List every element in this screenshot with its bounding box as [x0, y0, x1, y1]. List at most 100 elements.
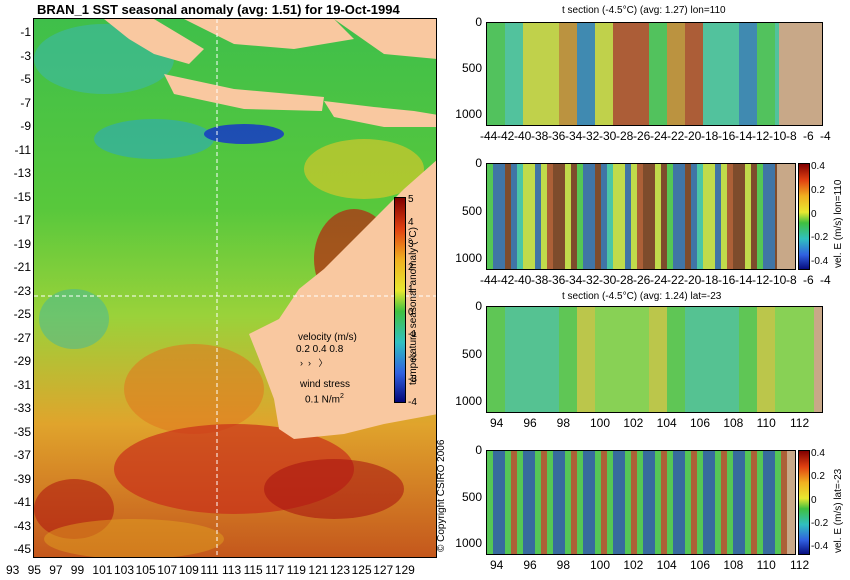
velocity-scale: 0.2 0.4 0.8 — [296, 344, 344, 355]
section-x-tick-label: -16 — [718, 273, 736, 287]
velocity-arrows-icon: › › 〉 — [300, 358, 328, 368]
lat-tick-label: -7 — [20, 95, 31, 110]
velocity-label: velocity (m/s) — [298, 332, 357, 343]
section-x-tick-label: -4 — [820, 273, 831, 287]
velocity-colorbar-tick: -0.4 — [811, 256, 829, 267]
section-x-tick-label: -42 — [497, 273, 515, 287]
section-x-tick-label: 94 — [490, 558, 504, 572]
section-x-tick-label: 102 — [623, 416, 644, 430]
lon-tick-label: 109 — [178, 563, 199, 577]
velocity-colorbar-tick: 0 — [811, 494, 817, 506]
lon-tick-label: 123 — [330, 563, 351, 577]
lat-tick-label: -15 — [13, 189, 31, 204]
lon-tick-label: 119 — [286, 563, 306, 577]
lat-tick-label: -11 — [14, 142, 31, 157]
lon-tick-label: 95 — [27, 563, 41, 577]
section-plot[interactable] — [486, 450, 796, 555]
section-x-tick-label: -26 — [633, 273, 651, 287]
sst-colorbar-label: temperature seasonal anomaly (°C) — [408, 227, 419, 385]
lon-tick-label: 127 — [373, 563, 394, 577]
section-x-tick-label: -14 — [735, 273, 753, 287]
section-x-tick-label: -20 — [684, 273, 702, 287]
section-x-tick-label: -40 — [514, 129, 532, 143]
section-x-tick-label: -30 — [599, 273, 617, 287]
depth-tick-label: 1000 — [455, 536, 482, 550]
velocity-colorbar-tick: 0.4 — [811, 161, 825, 172]
section-x-tick-label: -22 — [667, 273, 685, 287]
section-plot[interactable] — [486, 22, 823, 126]
sst-colorbar-tick: -4 — [408, 396, 417, 408]
section-x-tick-label: 104 — [656, 558, 677, 572]
depth-tick-label: 500 — [461, 203, 482, 218]
lat-tick-label: -19 — [13, 236, 31, 251]
section-x-tick-label: -34 — [565, 129, 583, 143]
wind-stress-value: 0.1 N/m2 — [305, 393, 344, 406]
section-x-tick-label: -44 — [480, 129, 498, 143]
section-x-tick-label: -24 — [650, 129, 668, 143]
section-x-tick-label: -32 — [582, 273, 600, 287]
lat-tick-label: -1 — [20, 25, 31, 39]
lat-tick-label: -17 — [13, 213, 31, 227]
lat-tick-label: -41 — [13, 495, 31, 509]
sst-colorbar-tick: 2 — [408, 261, 414, 273]
section-plot[interactable] — [486, 163, 796, 270]
section-x-tick-label: -30 — [599, 129, 617, 143]
section-x-tick-label: -20 — [684, 129, 702, 143]
section-x-tick-label: 110 — [756, 558, 776, 572]
velocity-colorbar-label: vel. E (m/s) lat=-23 — [833, 468, 844, 553]
lon-tick-label: 99 — [70, 563, 85, 577]
section-x-tick-label: -32 — [582, 129, 600, 143]
sst-colorbar-tick: -2 — [408, 351, 417, 363]
depth-tick-label: 500 — [461, 489, 482, 504]
lat-tick-label: -27 — [13, 330, 31, 345]
section-x-tick-label: 102 — [623, 558, 644, 572]
section-x-tick-label: 112 — [790, 558, 810, 572]
section-x-tick-label: -18 — [701, 273, 719, 287]
lon-tick-label: 117 — [265, 563, 285, 577]
lat-tick-label: -33 — [13, 401, 31, 415]
section-x-tick-label: -18 — [701, 129, 719, 143]
velocity-colorbar-label: vel. E (m/s) lon=110 — [833, 179, 844, 268]
lat-tick-label: -43 — [13, 518, 31, 533]
section-x-tick-label: -4 — [820, 129, 831, 143]
section-x-tick-label: -14 — [735, 129, 753, 143]
section-x-tick-label: -36 — [548, 129, 566, 143]
depth-tick-label: 0 — [475, 15, 482, 29]
section-x-tick-label: -40 — [514, 273, 532, 287]
lat-tick-label: -21 — [13, 260, 31, 274]
section-x-tick-label: 96 — [523, 558, 537, 572]
lon-tick-label: 103 — [114, 563, 135, 577]
lat-tick-label: -3 — [20, 48, 31, 63]
lat-tick-label: -37 — [13, 448, 31, 462]
depth-tick-label: 1000 — [455, 394, 482, 408]
sst-colorbar-tick: -1 — [408, 329, 417, 340]
section-x-tick-label: -34 — [565, 273, 583, 287]
sst-anomaly-map[interactable] — [33, 18, 437, 558]
copyright-text: © Copyright CSIRO 2006 — [436, 439, 447, 552]
section-plot[interactable] — [486, 306, 823, 413]
wind-stress-label: wind stress — [300, 379, 351, 390]
lon-tick-label: 105 — [135, 563, 156, 577]
section-x-tick-label: -36 — [548, 273, 566, 287]
section-x-tick-label: -26 — [633, 129, 651, 143]
section-x-tick-label: -6 — [803, 273, 814, 287]
lat-tick-label: -29 — [13, 354, 31, 368]
section-panel-title: t section (-4.5°C) (avg: 1.24) lat=-23 — [562, 291, 722, 302]
section-x-tick-label: 94 — [490, 416, 504, 430]
lon-tick-label: 101 — [92, 563, 113, 577]
section-x-tick-label: -38 — [531, 273, 549, 287]
lon-tick-label: 121 — [308, 563, 329, 577]
section-x-tick-label: 112 — [790, 416, 810, 430]
section-x-tick-label: -28 — [616, 129, 634, 143]
map-title: BRAN_1 SST seasonal anomaly (avg: 1.51) … — [37, 2, 400, 17]
section-x-tick-label: 104 — [656, 416, 677, 430]
section-x-tick-label: -10 — [769, 129, 787, 143]
sst-colorbar — [394, 197, 406, 403]
lon-tick-label: 111 — [200, 563, 219, 577]
section-x-tick-label: -42 — [497, 129, 515, 143]
section-x-tick-label: 106 — [690, 416, 711, 430]
depth-tick-label: 1000 — [455, 107, 482, 121]
section-x-tick-label: -22 — [667, 129, 685, 143]
velocity-colorbar-tick: -0.4 — [811, 541, 829, 552]
velocity-colorbar-tick: -0.2 — [811, 232, 829, 244]
